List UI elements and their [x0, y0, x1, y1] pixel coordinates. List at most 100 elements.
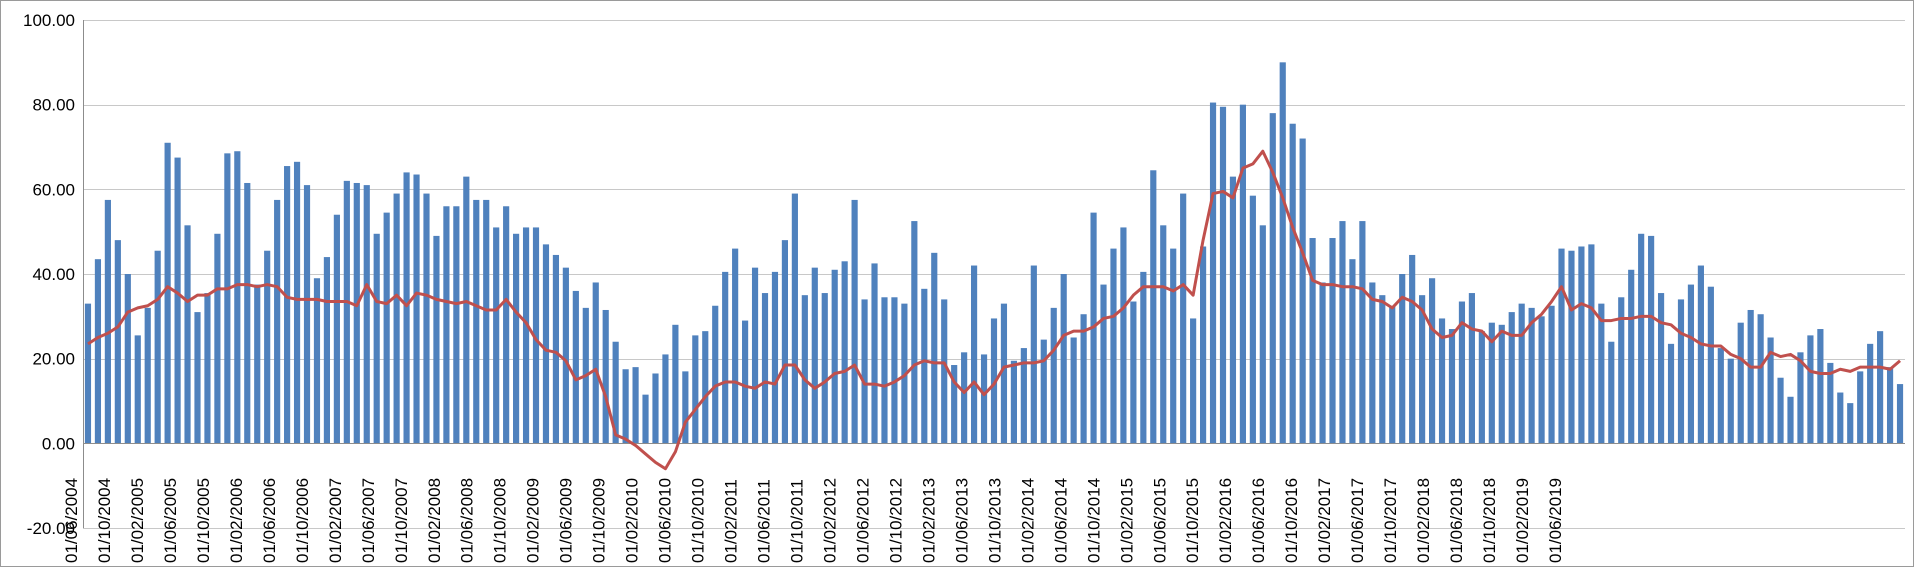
bar — [1160, 225, 1167, 444]
x-tick-label: 01/10/2006 — [293, 478, 312, 563]
x-tick-label: 01/10/2017 — [1381, 478, 1400, 563]
bar — [602, 309, 609, 444]
bar — [1200, 246, 1207, 444]
bar — [144, 307, 151, 444]
bar — [194, 312, 201, 444]
x-tick-label: 01/10/2008 — [491, 478, 510, 563]
bar — [1588, 244, 1595, 444]
x-tick-label: 01/06/2017 — [1348, 478, 1367, 563]
x-tick-label: 01/06/2005 — [161, 478, 180, 563]
x-tick-label: 01/02/2012 — [820, 478, 839, 563]
x-tick-label: 01/10/2009 — [590, 478, 609, 563]
bar — [791, 193, 798, 444]
bar — [1837, 392, 1844, 444]
bar — [761, 293, 769, 444]
x-tick-label: 01/10/2013 — [985, 478, 1004, 563]
bar — [781, 240, 788, 444]
x-tick-label: 01/02/2017 — [1315, 478, 1334, 563]
bar — [1767, 337, 1774, 444]
bar — [831, 269, 838, 444]
x-tick-label: 01/06/2007 — [359, 478, 378, 563]
bar — [841, 261, 848, 444]
bar — [503, 206, 510, 444]
bar — [961, 352, 968, 444]
x-tick-label: 01/06/2006 — [260, 478, 279, 563]
bar — [1847, 403, 1854, 444]
bar — [911, 221, 918, 444]
bar — [941, 299, 948, 444]
line-series — [87, 149, 1901, 471]
bar — [632, 367, 639, 444]
bar — [871, 263, 878, 444]
bar — [1110, 248, 1117, 444]
bar — [921, 288, 928, 444]
bar — [483, 199, 490, 444]
x-tick-label: 01/02/2013 — [919, 478, 938, 563]
bar — [1877, 331, 1884, 444]
bar — [1419, 295, 1426, 444]
bar — [1010, 360, 1017, 444]
bar — [1369, 282, 1376, 444]
bar — [1638, 233, 1645, 444]
bar — [1180, 193, 1187, 444]
bar — [1697, 265, 1704, 444]
bar — [990, 318, 998, 444]
bar — [1628, 269, 1635, 444]
bar — [722, 271, 729, 444]
bar — [1080, 314, 1087, 444]
bar — [811, 267, 818, 444]
x-tick-label: 01/02/2007 — [326, 478, 345, 563]
bar — [542, 244, 550, 444]
bar — [1508, 312, 1515, 444]
x-tick-label: 01/10/2005 — [194, 478, 213, 563]
bar — [313, 278, 321, 444]
bar — [851, 199, 858, 444]
bar — [572, 290, 579, 444]
bar — [1667, 343, 1675, 444]
bar — [1498, 324, 1505, 444]
bar — [1478, 331, 1485, 444]
bar — [84, 303, 92, 444]
bar — [174, 157, 181, 444]
bar — [94, 259, 102, 444]
bar — [801, 295, 808, 444]
bar — [1299, 138, 1306, 444]
bar — [513, 233, 520, 444]
bar — [413, 174, 420, 444]
bar — [1896, 384, 1904, 444]
bar — [742, 320, 749, 444]
bar — [1339, 221, 1346, 444]
x-tick-label: 01/06/2008 — [458, 478, 477, 563]
x-tick-label: 01/10/2012 — [886, 478, 905, 563]
bar — [164, 142, 171, 444]
bar — [682, 371, 689, 444]
bar — [1787, 396, 1794, 444]
y-tick-label: 40.00 — [32, 265, 75, 284]
bar — [433, 235, 440, 444]
bar — [1807, 335, 1814, 444]
bar — [1020, 348, 1027, 444]
bar — [1727, 358, 1734, 444]
bar — [323, 257, 331, 444]
x-tick-label: 01/02/2014 — [1018, 478, 1037, 563]
bar — [1598, 303, 1605, 444]
bar — [1608, 341, 1615, 444]
bar-series — [84, 62, 1904, 444]
y-axis-labels: -20.00 0.00 20.00 40.00 60.00 80.00 100.00 — [23, 11, 75, 538]
x-tick-label: 01/02/2010 — [623, 478, 642, 563]
bar — [1040, 339, 1047, 444]
bar — [980, 354, 988, 444]
bar — [1558, 248, 1565, 444]
bar — [1229, 176, 1237, 444]
bar — [1269, 113, 1276, 444]
bar — [612, 341, 619, 444]
bar — [1648, 235, 1655, 444]
bar — [1548, 305, 1555, 444]
x-tick-label: 01/10/2004 — [95, 478, 114, 563]
x-tick-label: 01/02/2008 — [425, 478, 444, 563]
x-tick-label: 01/02/2005 — [128, 478, 147, 563]
x-tick-label: 01/02/2006 — [227, 478, 246, 563]
bar — [154, 250, 161, 444]
bar — [104, 199, 111, 444]
bar — [1249, 195, 1256, 444]
